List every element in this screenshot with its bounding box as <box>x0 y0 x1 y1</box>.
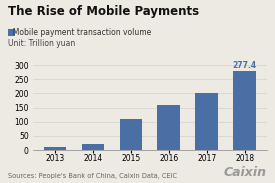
Bar <box>233 71 256 150</box>
Text: Mobile payment transaction volume: Mobile payment transaction volume <box>8 28 152 37</box>
Text: Caixin: Caixin <box>224 166 267 179</box>
Bar <box>120 119 142 150</box>
Text: Unit: Trillion yuan: Unit: Trillion yuan <box>8 39 76 48</box>
Bar <box>196 93 218 150</box>
Text: The Rise of Mobile Payments: The Rise of Mobile Payments <box>8 5 199 18</box>
Text: 277.4: 277.4 <box>233 61 257 70</box>
Bar <box>82 144 104 150</box>
Bar <box>44 147 66 150</box>
Text: Sources: People's Bank of China, Caixin Data, CEIC: Sources: People's Bank of China, Caixin … <box>8 173 177 179</box>
Bar <box>158 105 180 150</box>
